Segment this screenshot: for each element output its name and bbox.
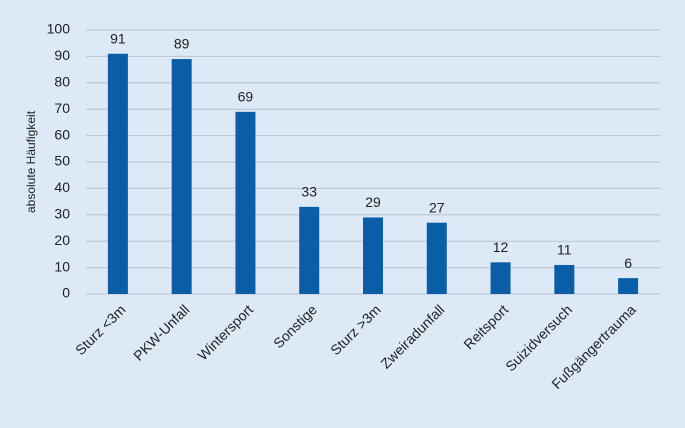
bar xyxy=(107,53,128,295)
bar xyxy=(235,111,256,294)
data-label: 33 xyxy=(301,184,317,200)
data-label: 91 xyxy=(110,30,126,46)
bar xyxy=(426,222,447,294)
y-tick-label: 20 xyxy=(54,232,70,248)
data-label: 11 xyxy=(557,242,572,258)
bar xyxy=(363,217,383,294)
data-label: 29 xyxy=(365,194,381,210)
data-label: 69 xyxy=(238,89,254,105)
y-tick-label: 30 xyxy=(54,206,70,222)
y-tick-label: 60 xyxy=(54,126,70,142)
y-tick-label: 40 xyxy=(54,179,70,195)
y-axis-label: absolute Häufigkeit xyxy=(24,110,38,213)
bar xyxy=(618,278,639,294)
y-tick-label: 100 xyxy=(47,21,71,37)
y-tick-label: 10 xyxy=(54,258,70,274)
y-tick-label: 70 xyxy=(54,100,70,116)
bar xyxy=(299,206,320,294)
y-tick-label: 0 xyxy=(62,285,70,301)
bar xyxy=(490,262,511,294)
data-label: 89 xyxy=(174,36,190,52)
data-label: 12 xyxy=(493,239,509,255)
data-label: 27 xyxy=(429,199,445,215)
bar xyxy=(554,264,575,294)
y-tick-label: 80 xyxy=(54,74,70,90)
y-tick-label: 90 xyxy=(54,47,70,63)
data-label: 6 xyxy=(624,255,632,271)
y-tick-label: 50 xyxy=(54,153,70,169)
bar xyxy=(171,59,192,294)
